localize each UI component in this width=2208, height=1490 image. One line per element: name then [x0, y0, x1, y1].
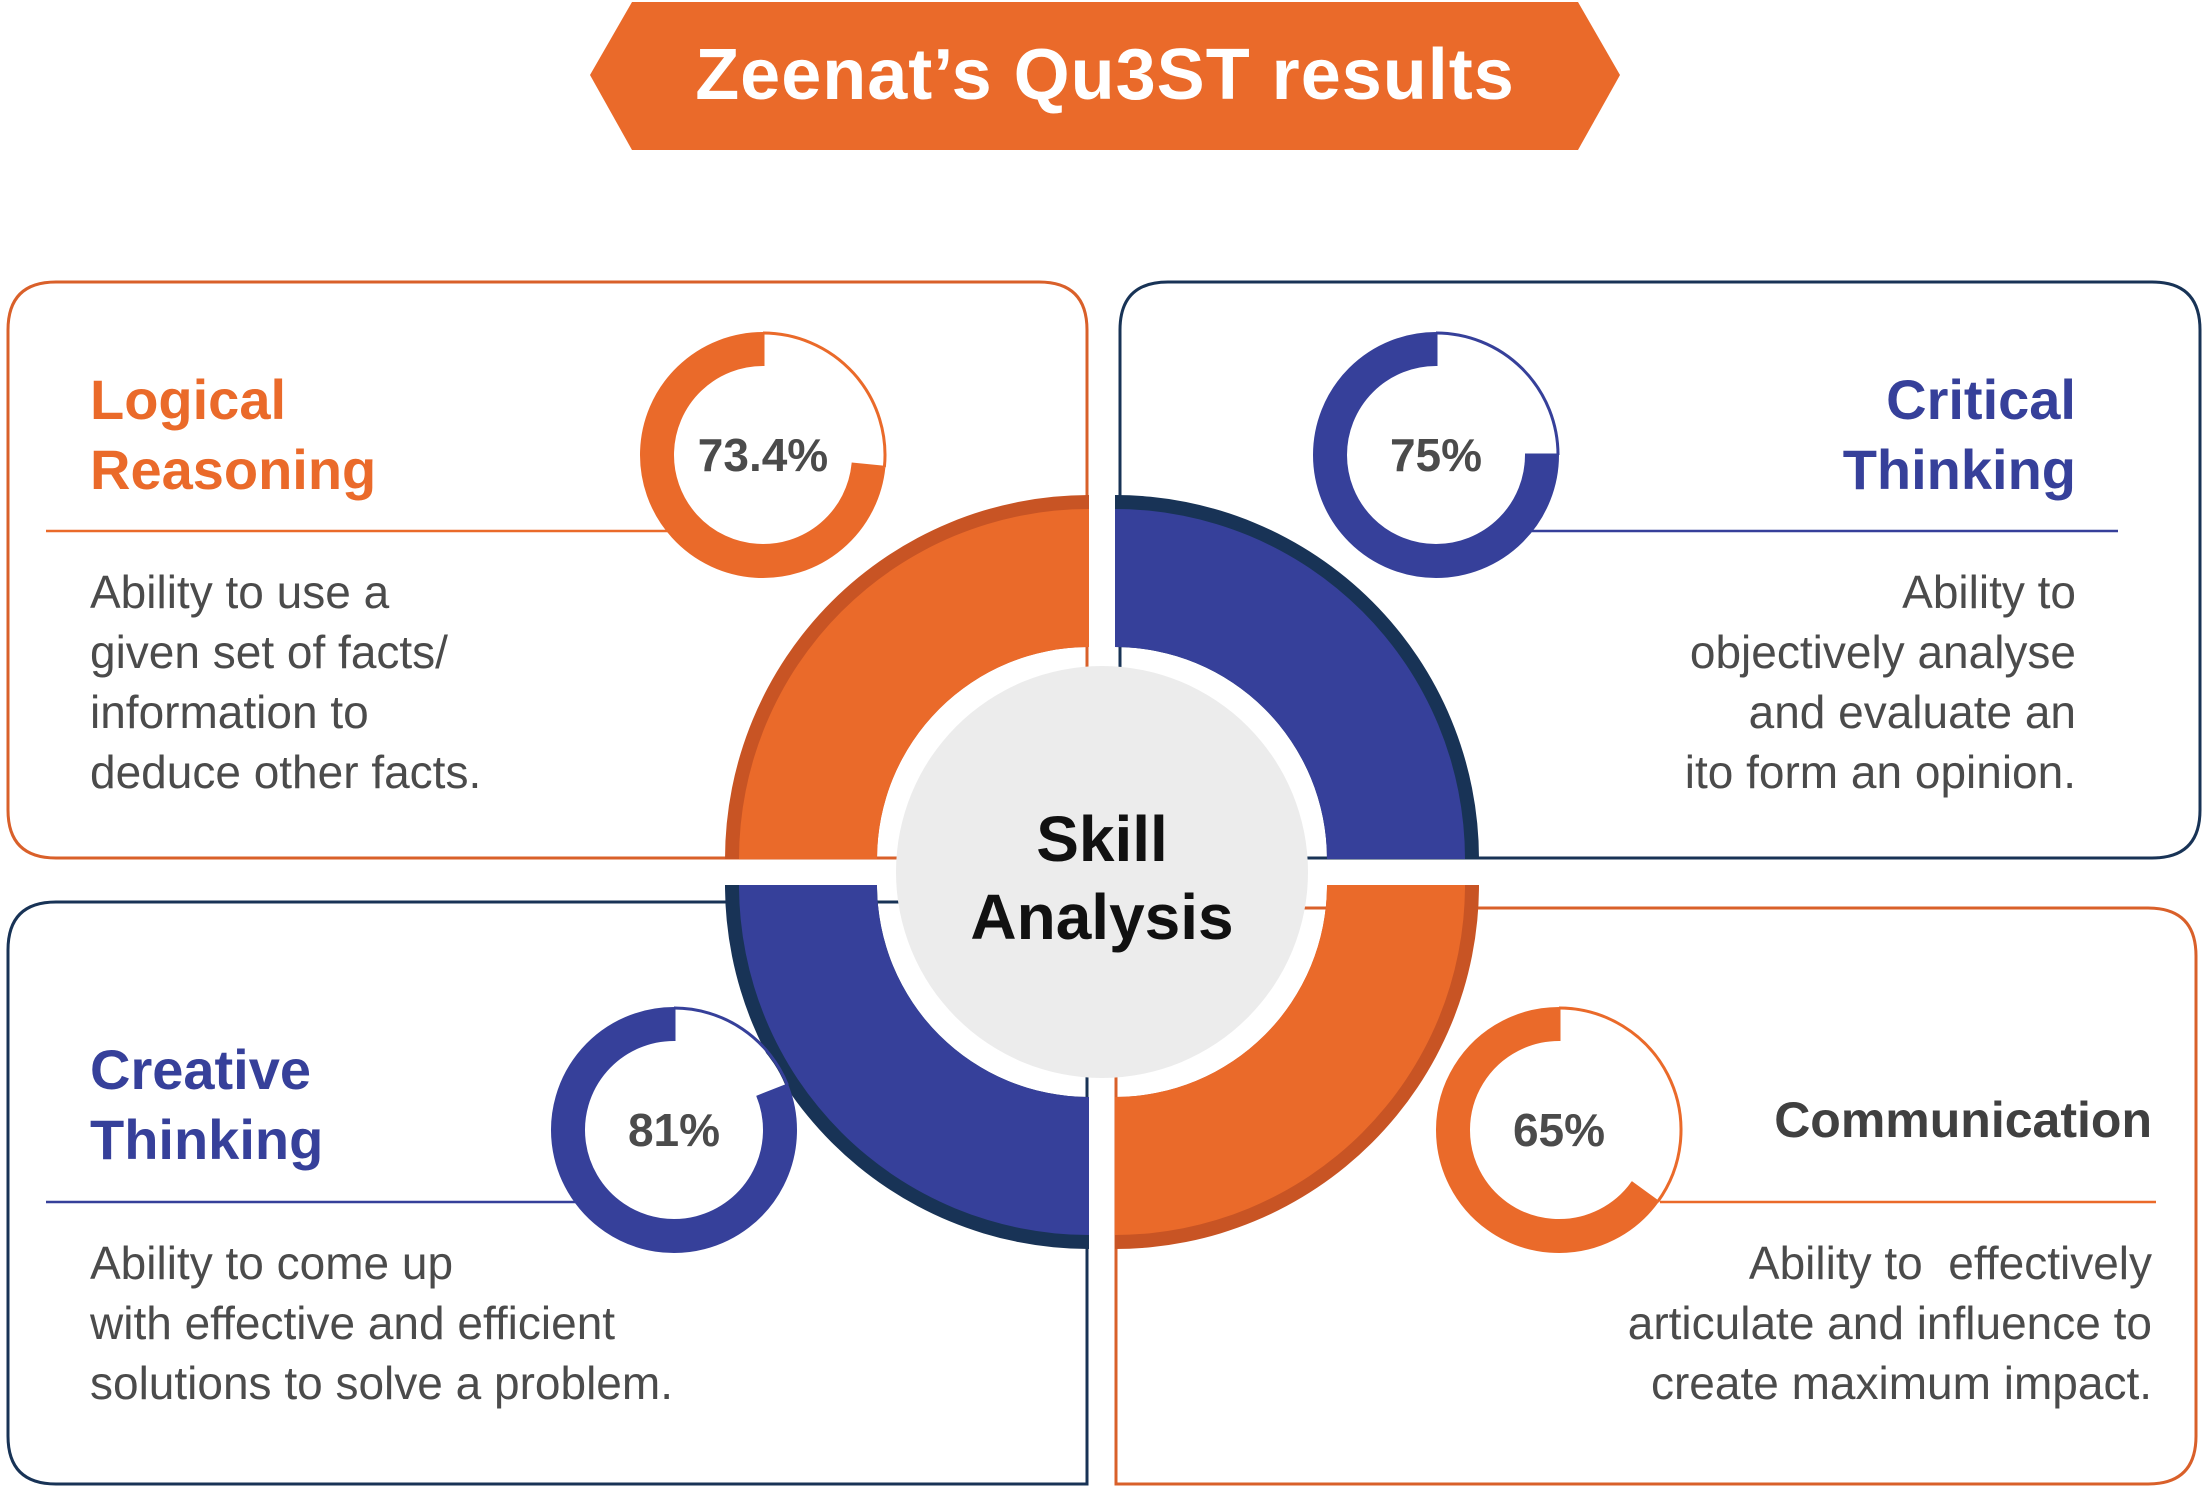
gauge-group	[551, 331, 1683, 1253]
card-logical-reasoning	[6, 280, 1089, 860]
gauge-logical-reasoning	[640, 331, 887, 578]
title-logical-reasoning: Logical Reasoning	[90, 365, 376, 505]
center-quadrant-ring	[725, 495, 1479, 1249]
title-line: Communication	[1774, 1092, 2152, 1148]
gauge-remainder-arc	[673, 1006, 789, 1086]
gauge-value-arc	[1436, 1007, 1659, 1253]
title-banner	[590, 2, 1620, 150]
description-communication: Ability to effectively articulate and in…	[1380, 1233, 2152, 1413]
description-line: objectively analyse	[1689, 626, 2076, 678]
ring-quadrant-creative-thinking	[739, 885, 1089, 1235]
description-line: Ability to	[1902, 566, 2076, 618]
title-line: Creative	[90, 1038, 312, 1101]
description-creative-thinking: Ability to come up with effective and ef…	[90, 1233, 673, 1413]
center-label-line: Skill	[1036, 803, 1168, 875]
title-line: Thinking	[90, 1108, 324, 1171]
title-line: Logical	[90, 368, 287, 431]
description-line: ito form an opinion.	[1684, 746, 2076, 798]
title-line: Reasoning	[90, 438, 377, 501]
card-critical-thinking	[1118, 280, 2202, 860]
gauge-value-arc	[1313, 332, 1559, 578]
gauge-communication	[1436, 1006, 1683, 1253]
gauge-background	[554, 1010, 794, 1250]
gauge-remainder-arc	[1558, 1006, 1683, 1203]
card-communication	[1114, 906, 2198, 1486]
description-line: Ability to use a	[90, 566, 390, 618]
description-critical-thinking: Ability to objectively analyse and evalu…	[1300, 562, 2076, 802]
gauge-tick	[1630, 1181, 1659, 1203]
value-communication: 65%	[1512, 1104, 1606, 1156]
card-creative-thinking	[6, 900, 1089, 1486]
gauge-remainder-arc	[1435, 331, 1560, 456]
description-line: deduce other facts.	[90, 746, 482, 798]
gauge-value-arc	[551, 1007, 797, 1253]
center-circle	[896, 666, 1308, 1078]
description-line: articulate and influence to	[1627, 1297, 2152, 1349]
gauge-remainder-arc	[762, 331, 887, 468]
ring-quadrant-critical-thinking	[1115, 509, 1465, 859]
description-line: create maximum impact.	[1650, 1357, 2152, 1409]
gauge-background	[1316, 335, 1556, 575]
page-title: Zeenat’s Qu3ST results	[695, 35, 1515, 115]
description-line: Ability to come up	[90, 1237, 454, 1289]
title-creative-thinking: Creative Thinking	[90, 1035, 323, 1175]
gauge-background	[1439, 1010, 1679, 1250]
gauge-background	[643, 335, 883, 575]
description-line: Ability to effectively	[1748, 1237, 2152, 1289]
ring-quadrant-logical-reasoning	[739, 509, 1089, 859]
gauge-value-arc	[640, 332, 886, 578]
title-line: Critical	[1886, 368, 2076, 431]
description-line: given set of facts/	[90, 626, 448, 678]
description-logical-reasoning: Ability to use a given set of facts/ inf…	[90, 562, 481, 802]
gauge-critical-thinking	[1313, 331, 1560, 578]
description-line: solutions to solve a problem.	[90, 1357, 673, 1409]
value-logical-reasoning: 73.4%	[697, 429, 829, 481]
center-label: Skill Analysis	[902, 800, 1302, 956]
description-line: and evaluate an	[1748, 686, 2076, 738]
description-line: information to	[90, 686, 369, 738]
title-line: Thinking	[1842, 438, 2076, 501]
ring-quadrant-communication	[1115, 885, 1465, 1235]
gauge-tick	[756, 1083, 788, 1099]
center-label-line: Analysis	[970, 881, 1234, 953]
description-line: with effective and efficient	[90, 1297, 616, 1349]
gauge-tick	[851, 462, 885, 469]
title-critical-thinking: Critical Thinking	[1380, 365, 2076, 505]
title-communication: Communication	[1600, 1085, 2152, 1155]
value-critical-thinking: 75%	[1389, 429, 1483, 481]
value-creative-thinking: 81%	[627, 1104, 721, 1156]
gauge-creative-thinking	[551, 1006, 797, 1253]
